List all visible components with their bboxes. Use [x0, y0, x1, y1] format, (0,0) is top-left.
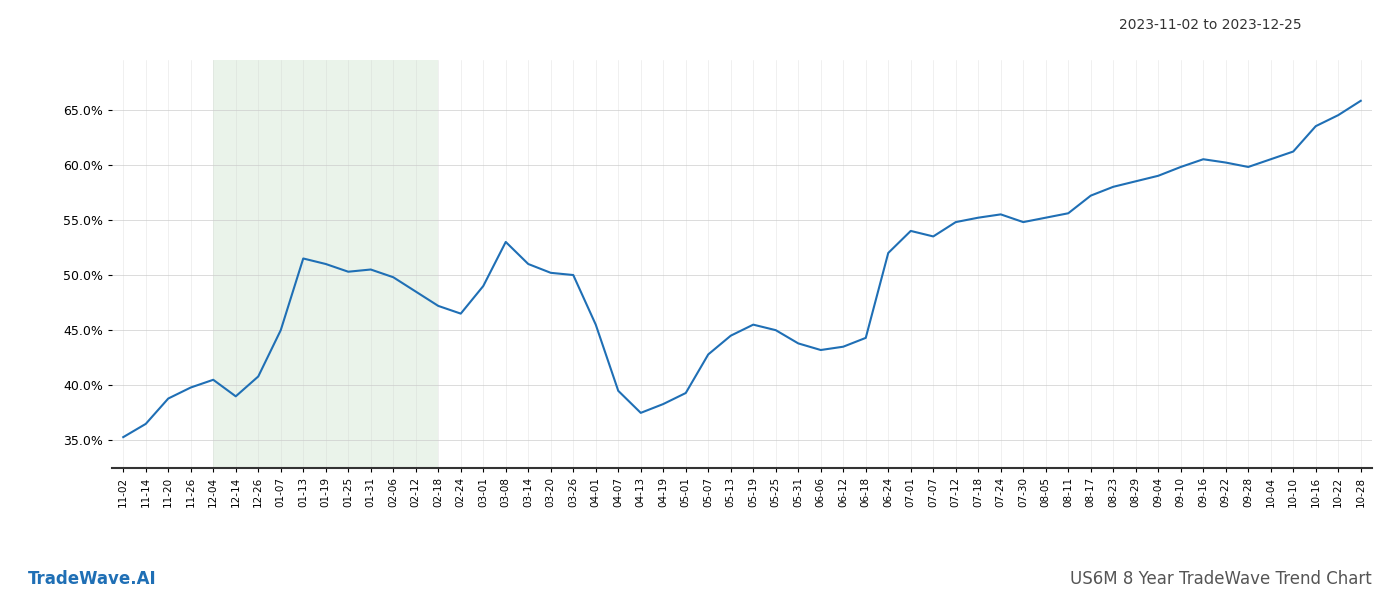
Text: TradeWave.AI: TradeWave.AI	[28, 570, 157, 588]
Text: US6M 8 Year TradeWave Trend Chart: US6M 8 Year TradeWave Trend Chart	[1070, 570, 1372, 588]
Bar	[213, 60, 438, 468]
Text: 2023-11-02 to 2023-12-25: 2023-11-02 to 2023-12-25	[1120, 18, 1302, 32]
